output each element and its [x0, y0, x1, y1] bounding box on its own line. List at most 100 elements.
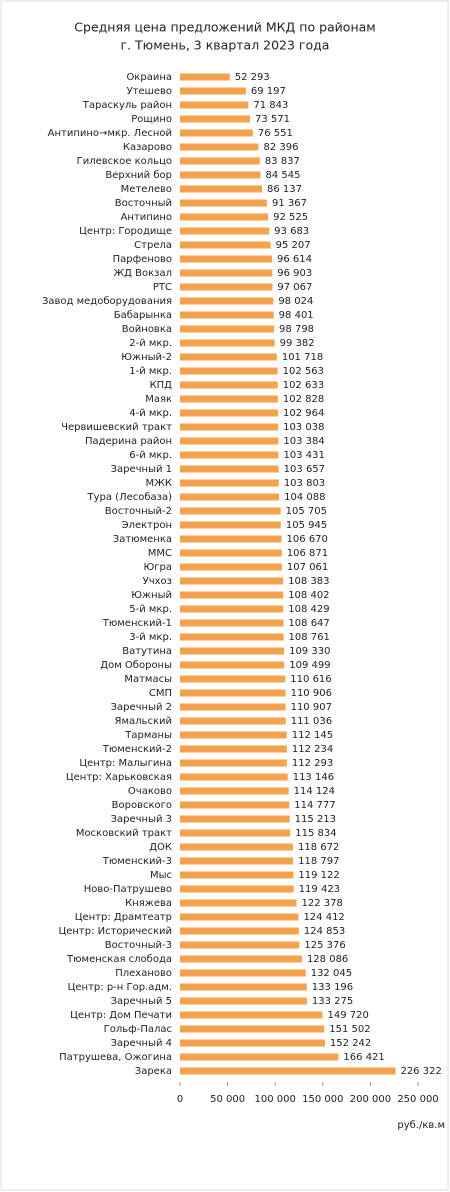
bar — [180, 619, 284, 627]
bar — [180, 73, 230, 81]
bar — [180, 549, 282, 557]
value-label: 102 633 — [283, 380, 324, 391]
bar — [180, 563, 282, 571]
bar — [180, 129, 253, 137]
bar — [180, 941, 300, 949]
bar — [180, 605, 284, 613]
value-label: 82 396 — [263, 142, 298, 153]
x-axis-label: руб./кв.м — [397, 1120, 445, 1131]
y-tick-label: 4-й мкр. — [129, 408, 172, 419]
bar — [180, 283, 273, 291]
value-label: 108 647 — [288, 618, 329, 629]
y-tick-label: 5-й мкр. — [129, 604, 172, 615]
y-tick-label: Тюменский-2 — [102, 744, 172, 755]
y-tick-label: 3-й мкр. — [129, 632, 172, 643]
y-tick-label: Воровского — [112, 800, 172, 811]
y-tick-label: Парфеново — [113, 254, 172, 265]
value-label: 108 429 — [288, 604, 329, 615]
y-tick-label: Тура (Лесобаза) — [86, 492, 172, 503]
bar — [180, 423, 279, 431]
bar — [180, 745, 287, 753]
value-label: 102 828 — [283, 394, 324, 405]
y-tick-label: Очаково — [128, 786, 172, 797]
y-tick-label: Мыс — [150, 870, 172, 881]
value-label: 83 837 — [265, 156, 300, 167]
y-tick-label: Центр: Драмтеатр — [75, 912, 172, 923]
value-label: 226 322 — [400, 1066, 441, 1077]
value-label: 91 367 — [272, 198, 307, 209]
value-label: 92 525 — [273, 212, 308, 223]
bar — [180, 689, 286, 697]
value-label: 93 683 — [274, 226, 309, 237]
y-tick-label: Центр: Дом Печати — [70, 1010, 172, 1021]
value-label: 119 122 — [298, 870, 339, 881]
y-tick-label: Центр: р-н Гор.адм. — [68, 982, 172, 993]
value-label: 106 670 — [287, 534, 328, 545]
value-label: 133 275 — [312, 996, 353, 1007]
y-tick-label: Центр: Городище — [79, 226, 172, 237]
y-tick-label: СМП — [149, 688, 172, 699]
x-tick-label: 200 000 — [350, 1094, 391, 1105]
value-label: 112 234 — [292, 744, 333, 755]
bar — [180, 171, 261, 179]
y-tick-label: Гольф-Палас — [104, 1024, 172, 1035]
value-label: 122 378 — [302, 898, 343, 909]
y-tick-label: Падерина район — [85, 436, 172, 447]
bar — [180, 255, 272, 263]
y-tick-label: Завод медоборудования — [42, 296, 172, 307]
y-tick-label: Маяк — [145, 394, 172, 405]
bar — [180, 213, 269, 221]
value-label: 108 761 — [289, 632, 330, 643]
y-tick-label: Заречный 5 — [111, 996, 172, 1007]
value-label: 99 382 — [280, 338, 315, 349]
value-label: 98 401 — [279, 310, 314, 321]
bar — [180, 367, 278, 375]
y-tick-label: 6-й мкр. — [129, 450, 172, 461]
value-label: 103 431 — [283, 450, 324, 461]
x-tick-label: 150 000 — [302, 1094, 343, 1105]
value-label: 151 502 — [329, 1024, 370, 1035]
y-tick-label: ММС — [148, 548, 172, 559]
y-tick-label: Антипино — [121, 212, 172, 223]
y-tick-label: Центр: Харьковская — [66, 772, 172, 783]
bar — [180, 731, 287, 739]
value-label: 128 086 — [307, 954, 348, 965]
value-label: 118 672 — [298, 842, 339, 853]
y-tick-label: Бабарынка — [114, 310, 172, 321]
y-tick-label: 1-й мкр. — [129, 366, 172, 377]
y-tick-label: Заречный 4 — [111, 1038, 172, 1049]
value-label: 114 777 — [294, 800, 335, 811]
y-tick-label: 2-й мкр. — [129, 338, 172, 349]
value-label: 73 571 — [255, 114, 290, 125]
value-label: 103 657 — [284, 464, 325, 475]
x-tick-label: 50 000 — [210, 1094, 245, 1105]
y-tick-label: Рощино — [131, 114, 172, 125]
bar — [180, 1067, 396, 1075]
y-tick-label: Войновка — [122, 324, 172, 335]
y-tick-label: Дом Обороны — [100, 660, 172, 671]
y-tick-label: Зарека — [135, 1066, 172, 1077]
y-tick-label: МЖК — [146, 478, 173, 489]
y-tick-label: Патрушева, Ожогина — [59, 1052, 172, 1063]
value-label: 152 242 — [330, 1038, 371, 1049]
bar — [180, 759, 287, 767]
value-label: 106 871 — [287, 548, 328, 559]
bar — [180, 717, 286, 725]
value-label: 115 213 — [295, 814, 336, 825]
bar — [180, 325, 275, 333]
y-tick-label: Гилевское кольцо — [77, 156, 172, 167]
bar — [180, 787, 289, 795]
value-label: 95 207 — [276, 240, 311, 251]
y-tick-label: Заречный 1 — [111, 464, 172, 475]
bar — [180, 871, 294, 879]
bar — [180, 815, 290, 823]
bar — [180, 1025, 325, 1033]
bar — [180, 115, 251, 123]
bar — [180, 1011, 323, 1019]
value-label: 109 499 — [289, 660, 330, 671]
y-tick-label: Княжева — [125, 898, 172, 909]
y-tick-label: Тюменский-1 — [102, 618, 172, 629]
bar — [180, 87, 246, 95]
y-tick-label: КПД — [150, 380, 173, 391]
y-tick-label: Плеханово — [115, 968, 172, 979]
